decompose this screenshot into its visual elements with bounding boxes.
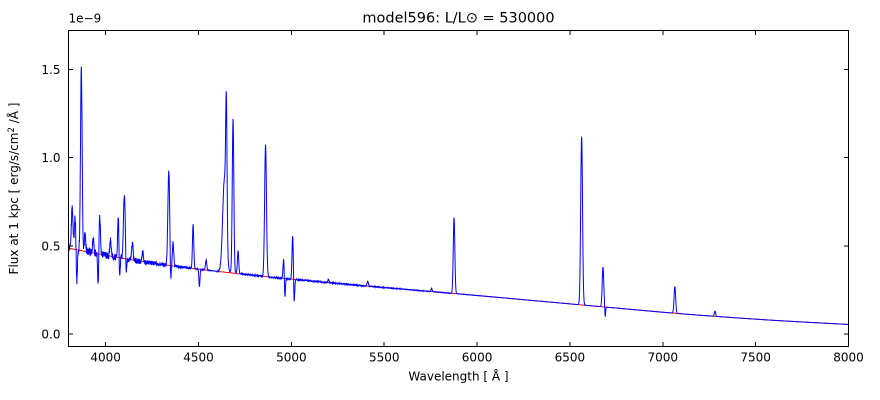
y-tick-label: 1.5 — [41, 63, 60, 77]
x-axis-label: Wavelength [ Å ] — [408, 369, 508, 384]
y-tick-label: 1.0 — [41, 151, 60, 165]
x-tick-label: 6000 — [462, 351, 493, 365]
x-tick-label: 7500 — [740, 351, 771, 365]
x-tick-label: 5000 — [276, 351, 307, 365]
axes-frame — [68, 30, 849, 347]
x-tick-label: 5500 — [369, 351, 400, 365]
spectrum-line — [68, 66, 849, 325]
plot-title: model596: L/L⊙ = 530000 — [362, 11, 554, 27]
x-tick-label: 4000 — [90, 351, 121, 365]
x-tick-label: 8000 — [833, 351, 864, 365]
x-tick-label: 4500 — [183, 351, 214, 365]
y-axis-label: Flux at 1 kpc [ erg/s/cm2 /Å ] — [6, 103, 21, 275]
y-tick-label: 0.5 — [41, 239, 60, 253]
y-tick-label: 0.0 — [41, 328, 60, 342]
x-tick-label: 7000 — [648, 351, 679, 365]
y-axis-offset-label: 1e−9 — [69, 12, 102, 26]
x-tick-label: 6500 — [555, 351, 586, 365]
